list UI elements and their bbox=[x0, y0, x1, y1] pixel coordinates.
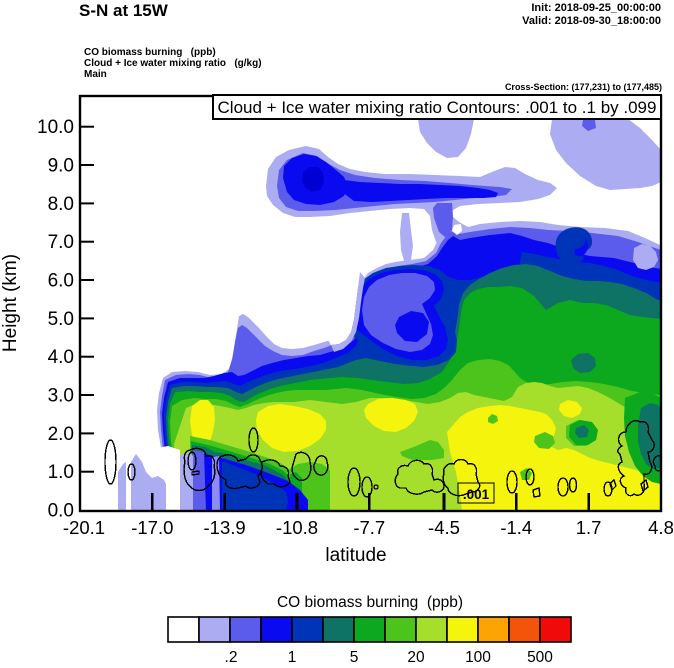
svg-text:5.0: 5.0 bbox=[48, 309, 74, 330]
svg-text:4.0: 4.0 bbox=[48, 347, 74, 368]
svg-text:-17.0: -17.0 bbox=[131, 517, 173, 538]
svg-text:6.0: 6.0 bbox=[48, 270, 74, 291]
svg-text:3.0: 3.0 bbox=[48, 385, 74, 406]
svg-text:1.0: 1.0 bbox=[48, 462, 74, 483]
svg-text:-10.8: -10.8 bbox=[276, 517, 318, 538]
svg-text:100: 100 bbox=[465, 649, 491, 666]
svg-text:9.0: 9.0 bbox=[48, 155, 74, 176]
svg-text:Init: 2018-09-25_00:00:00: Init: 2018-09-25_00:00:00 bbox=[531, 2, 661, 14]
svg-text:Main: Main bbox=[84, 69, 107, 80]
svg-text:20: 20 bbox=[407, 649, 425, 666]
svg-text:1: 1 bbox=[288, 649, 297, 666]
svg-text:Valid: 2018-09-30_18:00:00: Valid: 2018-09-30_18:00:00 bbox=[522, 15, 661, 27]
svg-text:-1.4: -1.4 bbox=[500, 517, 532, 538]
svg-text:10.0: 10.0 bbox=[37, 117, 74, 138]
svg-text:8.0: 8.0 bbox=[48, 194, 74, 215]
svg-text:CO biomass burning (ppb): CO biomass burning (ppb) bbox=[84, 47, 216, 58]
svg-text:4.8: 4.8 bbox=[648, 517, 674, 538]
svg-text:latitude: latitude bbox=[325, 545, 386, 566]
svg-text:Cross-Section: (177,231) to (1: Cross-Section: (177,231) to (177,485) bbox=[505, 82, 662, 92]
svg-text:Height (km): Height (km) bbox=[0, 254, 21, 352]
svg-text:-7.7: -7.7 bbox=[353, 517, 385, 538]
svg-text:.001: .001 bbox=[463, 487, 490, 502]
svg-text:Cloud + Ice water mixing ratio: Cloud + Ice water mixing ratio Contours:… bbox=[218, 98, 657, 117]
svg-text:0.0: 0.0 bbox=[48, 500, 74, 521]
svg-text:S-N at 15W: S-N at 15W bbox=[79, 1, 169, 20]
svg-text:Cloud + Ice water mixing ratio: Cloud + Ice water mixing ratio (g/kg) bbox=[84, 58, 262, 69]
svg-text:-20.1: -20.1 bbox=[63, 517, 105, 538]
svg-text:CO biomass burning (ppb): CO biomass burning (ppb) bbox=[277, 594, 463, 611]
svg-text:-4.5: -4.5 bbox=[428, 517, 460, 538]
svg-text:7.0: 7.0 bbox=[48, 232, 74, 253]
svg-text:1.7: 1.7 bbox=[576, 517, 602, 538]
svg-text:500: 500 bbox=[527, 649, 553, 666]
svg-text:5: 5 bbox=[350, 649, 359, 666]
svg-text:-13.9: -13.9 bbox=[204, 517, 246, 538]
svg-text:.2: .2 bbox=[225, 649, 238, 666]
svg-text:2.0: 2.0 bbox=[48, 424, 74, 445]
